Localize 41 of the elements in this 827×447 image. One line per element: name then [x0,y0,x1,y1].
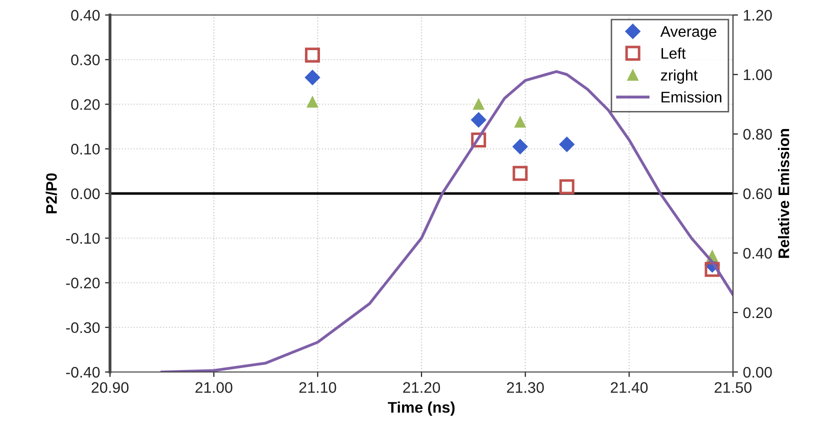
point [514,116,526,128]
y2-tick-label: 0.80 [743,128,772,140]
x-tick-label: 21.00 [195,382,232,393]
y2-tick-label: 1.20 [744,10,772,21]
y2-tick-label: 0.40 [743,248,772,259]
x-tick-label: 21.50 [714,382,752,393]
point [559,136,574,152]
y-tick-label: -0.40 [66,366,100,378]
point [473,98,484,110]
point [559,179,574,194]
point [512,166,528,181]
y-axis-title: P2/P0 [46,173,58,214]
legend-label: Emission [662,91,722,103]
legend-label: Average [660,26,716,40]
x-tick-label: 21.20 [403,382,440,393]
x-tick-label: 20.90 [92,382,129,393]
point [304,70,320,86]
point [512,139,528,154]
point [304,48,320,63]
y-tick-label: -0.30 [66,322,100,334]
y-tick-label: 0.40 [71,10,100,21]
y2-tick-label: 0.20 [743,307,772,318]
y-tick-label: -0.10 [66,232,100,244]
x-tick-label: 21.40 [610,382,648,393]
legend-label: Left [662,48,686,59]
y2-tick-label: 0.60 [743,188,772,200]
y-tick-label: 0.10 [71,144,100,155]
legend-label: zright [660,69,698,84]
y2-tick-label: 1.00 [744,69,772,80]
y-tick-label: 0.30 [71,54,100,66]
y-tick-label: 0.20 [71,99,100,110]
x-axis-title: Time (ns) [388,402,455,416]
point [306,96,318,108]
y-tick-label: -0.20 [66,278,100,288]
y2-axis-title: Relative Emission [778,129,790,258]
point [471,112,486,128]
line-series [160,70,733,372]
x-tick-label: 21.10 [299,382,336,393]
y-tick-label: 0.00 [71,188,100,200]
x-tick-label: 21.30 [506,382,544,393]
y2-tick-label: 0.00 [743,366,772,378]
